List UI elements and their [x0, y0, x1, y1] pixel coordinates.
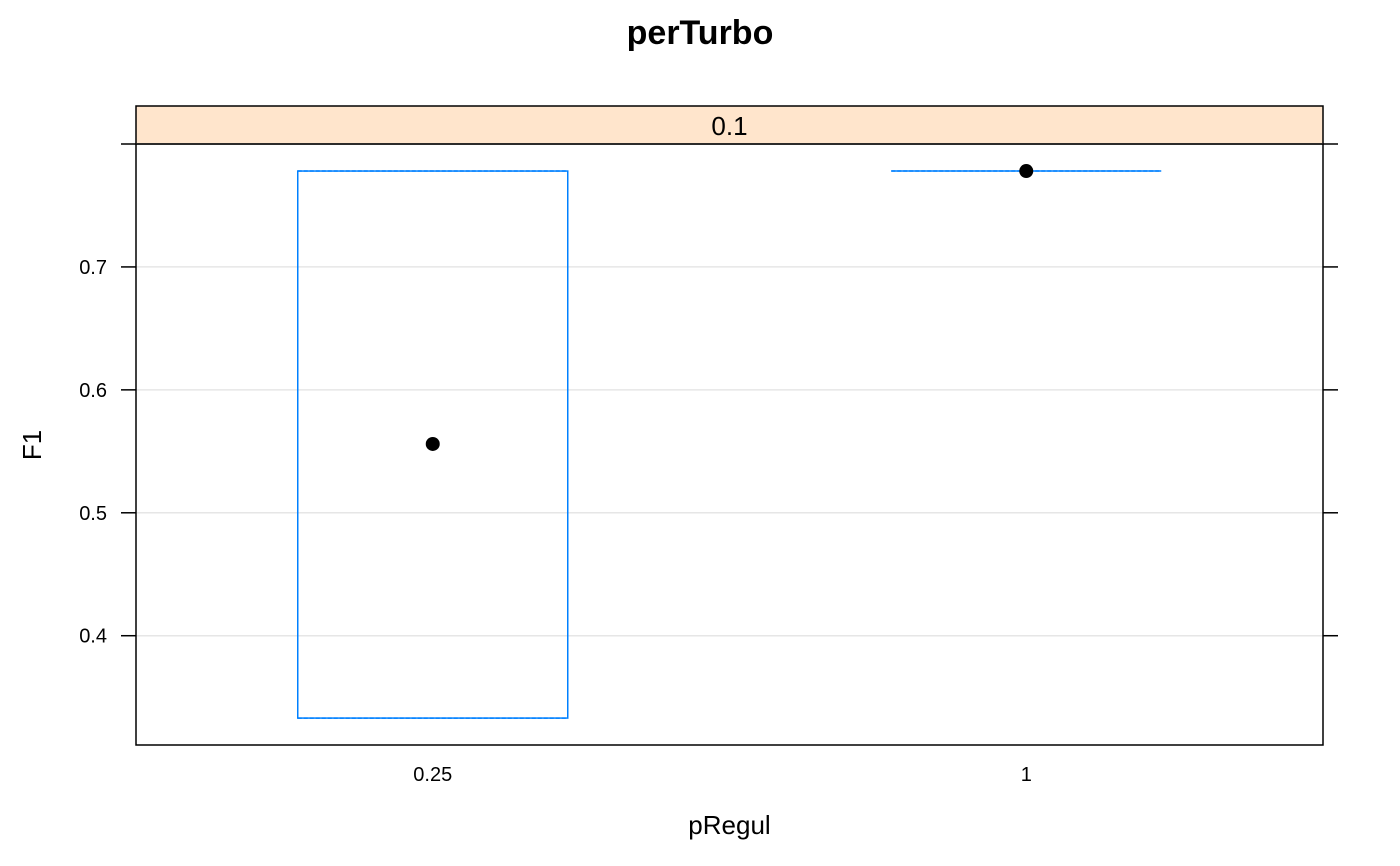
boxes	[297, 164, 1162, 719]
y-axis: 0.4 0.5 0.6 0.7	[79, 143, 1338, 648]
median-dot	[425, 436, 440, 451]
strip-background	[135, 105, 1324, 145]
x-axis-label: pRegul	[688, 810, 770, 840]
y-tick-label: 0.6	[79, 380, 107, 402]
y-tick-label: 0.5	[79, 503, 107, 525]
x-tick-label: 1	[1021, 764, 1032, 786]
gridlines	[136, 143, 1323, 637]
strip-label: 0.1	[711, 111, 747, 141]
y-tick-label: 0.7	[79, 257, 107, 279]
chart-title: perTurbo	[627, 14, 774, 52]
x-axis: 0.25 1	[413, 764, 1032, 786]
x-tick-label: 0.25	[413, 764, 452, 786]
plot-frame	[135, 143, 1324, 746]
y-axis-label: F1	[17, 430, 47, 460]
y-tick-label: 0.4	[79, 626, 107, 648]
median-dot	[1019, 164, 1034, 179]
